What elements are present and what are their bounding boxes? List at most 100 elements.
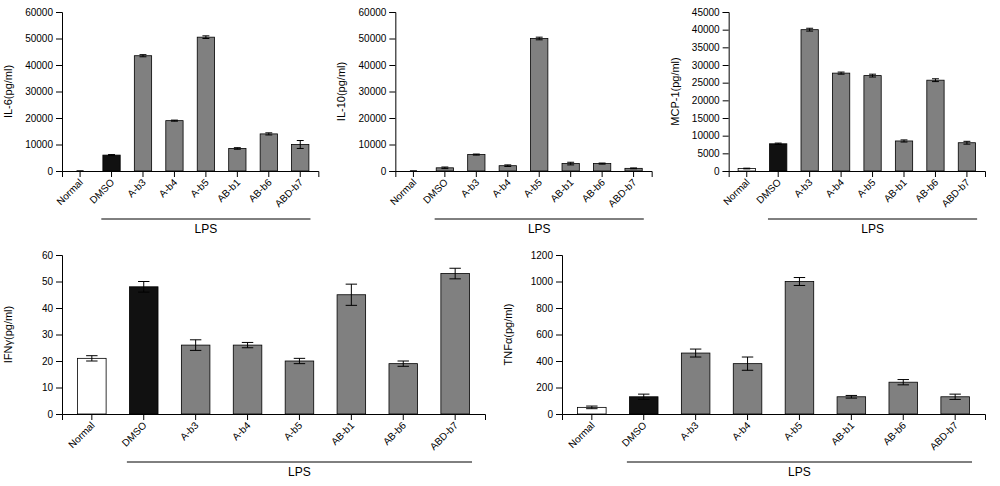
panel: 0100002000030000400005000060000NormalDMS…: [335, 7, 652, 236]
x-tick: A-b3: [678, 414, 701, 442]
y-axis-line: [56, 256, 63, 415]
x-tick: AB-b1: [329, 414, 357, 447]
x-axis-line: [63, 172, 319, 178]
y-tick-label: 60000: [25, 7, 53, 18]
bar: [405, 171, 422, 172]
x-tick: A-b3: [459, 171, 482, 199]
x-tick-label: A-b3: [125, 176, 148, 199]
bar: [134, 56, 151, 171]
error-bar: [932, 79, 939, 82]
y-axis-label: IL-6(pg/ml): [2, 65, 14, 118]
y-tick: 60000: [359, 7, 396, 18]
x-tick: A-b5: [188, 171, 211, 199]
bar: [832, 73, 849, 171]
bar: [770, 144, 787, 171]
y-axis-line: [389, 13, 396, 172]
error-bar: [901, 140, 908, 142]
y-tick-label: 10000: [359, 139, 387, 150]
y-tick: 25000: [692, 77, 729, 88]
x-tick-label: A-b5: [855, 176, 878, 199]
annotation: LPS: [788, 465, 811, 479]
x-tick-label: A-b5: [521, 176, 544, 199]
y-tick: 10000: [692, 130, 729, 141]
y-tick-mark: [556, 282, 562, 283]
x-tick-label: AB-b1: [329, 419, 357, 447]
y-tick-mark: [723, 153, 729, 154]
bar: [166, 121, 183, 171]
x-tick: Normal: [54, 171, 85, 207]
y-tick-mark: [723, 12, 729, 13]
bar: [129, 287, 158, 414]
x-tick-label: Normal: [721, 177, 752, 208]
y-tick: 30: [42, 329, 62, 340]
x-tick-label: ABD-b7: [939, 176, 972, 209]
x-tick: ABD-b7: [928, 414, 961, 452]
bar: [468, 155, 485, 171]
x-tick: AB-b6: [381, 414, 409, 447]
x-tick: A-b4: [490, 171, 513, 199]
x-tick-mark: [455, 414, 456, 420]
annotation: LPS: [528, 222, 551, 236]
y-tick: 10000: [25, 139, 62, 150]
bar: [785, 282, 814, 415]
error-bar: [838, 72, 845, 74]
y-tick: 40000: [25, 60, 62, 71]
x-tick-label: ABD-b7: [928, 419, 961, 452]
y-tick: 45000: [692, 7, 729, 18]
x-tick-mark: [268, 171, 269, 177]
bar: [927, 80, 944, 171]
y-tick-mark: [389, 92, 395, 93]
y-tick-label: 40000: [692, 24, 720, 35]
bar: [441, 274, 470, 414]
error-bar: [410, 171, 417, 172]
error-bar: [567, 162, 574, 165]
x-tick-label: A-b4: [823, 176, 846, 199]
x-tick-label: AB-b1: [215, 176, 243, 204]
y-tick-mark: [723, 171, 729, 172]
x-tick: A-b4: [823, 171, 846, 199]
y-tick: 10: [42, 382, 62, 393]
y-tick-label: 1200: [531, 250, 554, 261]
y-tick-label: 0: [381, 166, 387, 177]
y-tick-mark: [56, 92, 62, 93]
x-tick-label: A-b3: [178, 419, 201, 442]
error-bar: [297, 141, 304, 149]
y-tick-label: 30000: [692, 60, 720, 71]
x-tick: A-b4: [730, 414, 753, 442]
y-tick-label: 10: [42, 382, 54, 393]
error-bar: [108, 155, 115, 156]
y-tick-label: 60000: [359, 7, 387, 18]
y-tick-label: 0: [47, 166, 53, 177]
y-tick: 0: [547, 409, 562, 420]
y-tick: 20000: [359, 113, 396, 124]
x-tick-mark: [351, 414, 352, 420]
x-tick-mark: [643, 414, 644, 420]
y-tick-label: 1000: [531, 276, 554, 287]
x-tick: A-b5: [855, 171, 878, 199]
x-tick-label: A-b3: [459, 176, 482, 199]
bar: [389, 364, 418, 414]
y-tick-label: 200: [536, 382, 553, 393]
y-tick-mark: [56, 12, 62, 13]
x-tick-mark: [507, 171, 508, 177]
y-tick: 0: [47, 409, 62, 420]
y-tick: 400: [536, 356, 562, 367]
bar: [958, 143, 975, 171]
y-tick-mark: [389, 171, 395, 172]
x-tick-label: Normal: [66, 420, 97, 451]
x-tick: Normal: [388, 171, 419, 207]
y-tick: 40000: [692, 24, 729, 35]
x-tick-mark: [299, 414, 300, 420]
error-bar: [294, 358, 305, 363]
y-tick: 60000: [25, 7, 62, 18]
x-tick-label: AB-b6: [381, 419, 409, 447]
error-bar: [473, 154, 480, 155]
error-bar: [846, 395, 857, 398]
error-bar: [190, 340, 201, 351]
x-tick-mark: [935, 171, 936, 177]
bar: [103, 155, 120, 171]
error-bar: [775, 143, 782, 144]
y-tick: 1000: [531, 276, 562, 287]
error-bar: [963, 141, 970, 144]
y-axis-label: IL-10(pg/ml): [335, 62, 347, 121]
